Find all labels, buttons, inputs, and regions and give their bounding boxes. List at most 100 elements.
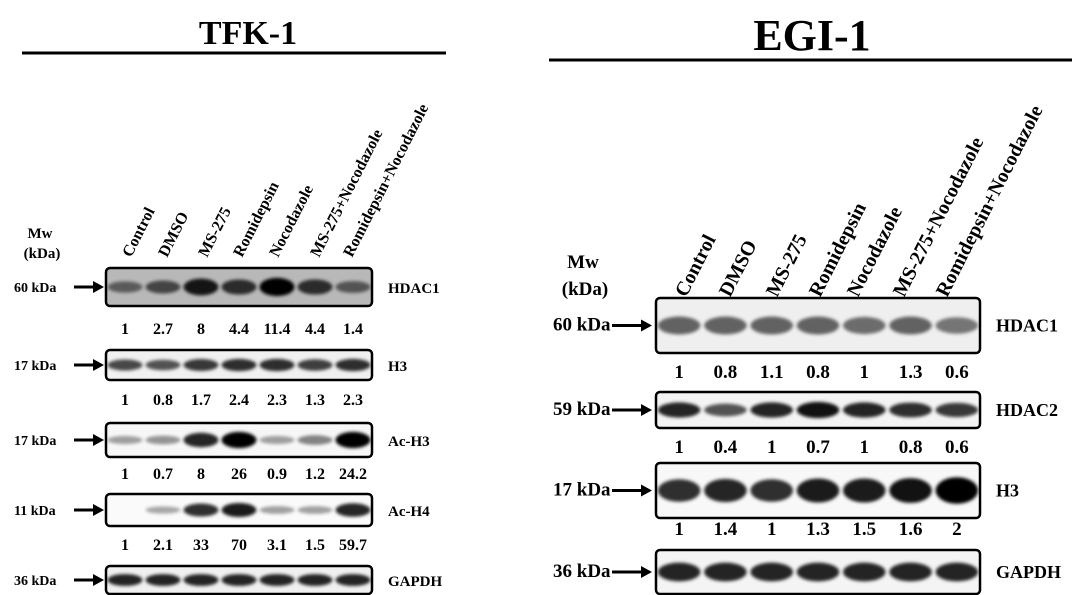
densitometry-value: 1 (860, 362, 870, 383)
protein-band (221, 502, 257, 518)
densitometry-value: 24.2 (339, 466, 367, 483)
densitometry-value: 0.4 (714, 437, 738, 458)
densitometry-value: 0.8 (899, 437, 923, 458)
protein-band (657, 316, 701, 335)
densitometry-value: 1.3 (305, 392, 325, 409)
densitometry-value: 1.7 (191, 392, 211, 409)
mw-header-egi1: Mw (567, 252, 599, 273)
densitometry-value: 1.4 (714, 519, 738, 540)
protein-band (935, 562, 979, 582)
densitometry-value: 1.5 (852, 519, 876, 540)
protein-band (935, 317, 979, 334)
densitometry-value: 1 (121, 537, 129, 554)
protein-band (221, 431, 257, 449)
protein-band (221, 358, 257, 372)
densitometry-value: 1.6 (899, 519, 923, 540)
lane-label-dmso: DMSO (715, 237, 762, 300)
protein-band (297, 279, 333, 295)
densitometry-value: 1 (674, 519, 684, 540)
densitometry-value: 0.7 (806, 437, 830, 458)
densitometry-value: 3.1 (267, 537, 287, 554)
panel-title-egi1: EGI-1 (753, 11, 870, 60)
mw-label: 36 kDa (14, 574, 56, 589)
protein-band (183, 359, 219, 371)
protein-label: H3 (996, 481, 1019, 501)
protein-band (889, 562, 932, 582)
blot-gapdh-tfk1: GAPDH 36 kDa (14, 564, 442, 595)
arrow-head-icon (93, 574, 104, 586)
densitometry-value: 1.3 (899, 362, 923, 383)
blot-hdac1-egi1: HDAC1 60 kDa 1 0.8 1.1 0.8 1 1.3 0.6 (553, 296, 1058, 383)
arrow-head-icon (93, 359, 104, 371)
panel-title-tfk1: TFK-1 (199, 15, 297, 52)
protein-band (183, 503, 219, 517)
protein-band (145, 574, 181, 586)
protein-band (221, 574, 257, 586)
mw-unit-egi1: (kDa) (562, 279, 608, 300)
densitometry-value: 70 (231, 537, 247, 554)
protein-label: H3 (388, 359, 407, 375)
blot-hdac1-tfk1: HDAC1 60 kDa 1 2.7 8 4.4 11.4 4.4 1.4 (14, 266, 440, 338)
blot-ac-h3-tfk1: Ac-H3 17 kDa 1 0.7 8 26 0.9 1.2 24.2 (14, 421, 430, 483)
densitometry-value: 8 (197, 466, 205, 483)
protein-band (704, 562, 747, 582)
lane-label-control: Control (671, 231, 721, 300)
protein-band (335, 281, 371, 293)
arrow-head-icon (93, 434, 104, 446)
blots-tfk1: HDAC1 60 kDa 1 2.7 8 4.4 11.4 4.4 1.4 H3 17 kDa 1 0.… (14, 266, 442, 595)
protein-band (842, 562, 886, 582)
protein-band (750, 479, 794, 502)
protein-band (335, 503, 371, 517)
mw-label: 17 kDa (14, 359, 56, 374)
densitometry-value: 26 (231, 466, 247, 483)
densitometry-value: 1.2 (305, 466, 325, 483)
lane-label-control: Control (119, 204, 158, 259)
densitometry-value: 0.8 (714, 362, 738, 383)
mw-label: 60 kDa (553, 315, 611, 336)
densitometry-value: 4.4 (229, 321, 249, 338)
protein-label: Ac-H3 (388, 434, 430, 450)
densitometry-value: 1.3 (806, 519, 830, 540)
arrow-head-icon (93, 281, 104, 293)
blots-egi1: HDAC1 60 kDa 1 0.8 1.1 0.8 1 1.3 0.6 HDAC2 59 kDa 1… (553, 296, 1061, 595)
protein-band (889, 316, 932, 335)
arrow-head-icon (641, 319, 652, 332)
arrow-head-icon (641, 484, 652, 497)
protein-label: HDAC2 (996, 400, 1058, 420)
protein-band (335, 574, 371, 586)
protein-band (107, 359, 143, 371)
densitometry-value: 0.7 (153, 466, 173, 483)
densitometry-value: 1 (121, 321, 129, 338)
arrow-head-icon (641, 566, 652, 578)
densitometry-value: 1 (860, 437, 870, 458)
protein-band (796, 478, 840, 503)
protein-band (704, 478, 747, 503)
arrow-head-icon (93, 504, 104, 516)
protein-band (704, 403, 747, 417)
protein-band (657, 562, 701, 582)
densitometry-value: 4.4 (305, 321, 325, 338)
mw-label: 36 kDa (553, 561, 611, 582)
densitometry-value: 59.7 (339, 537, 367, 554)
densitometry-value: 1.4 (343, 321, 363, 338)
densitometry-value: 33 (193, 537, 209, 554)
densitometry-value: 0.8 (153, 392, 173, 409)
protein-band (750, 562, 794, 582)
mw-label: 17 kDa (14, 434, 56, 449)
densitometry-value: 1.1 (760, 362, 784, 383)
protein-band (259, 277, 295, 297)
protein-band (107, 281, 143, 293)
protein-band (750, 402, 794, 418)
blot-gapdh-egi1: GAPDH 36 kDa (553, 548, 1061, 595)
protein-band (796, 401, 840, 419)
densitometry-value: 1 (121, 392, 129, 409)
protein-band (145, 359, 181, 371)
densitometry-value: 1 (767, 519, 777, 540)
mw-label: 11 kDa (14, 504, 56, 519)
mw-unit-tfk1: (kDa) (24, 246, 61, 262)
protein-band (221, 279, 257, 295)
